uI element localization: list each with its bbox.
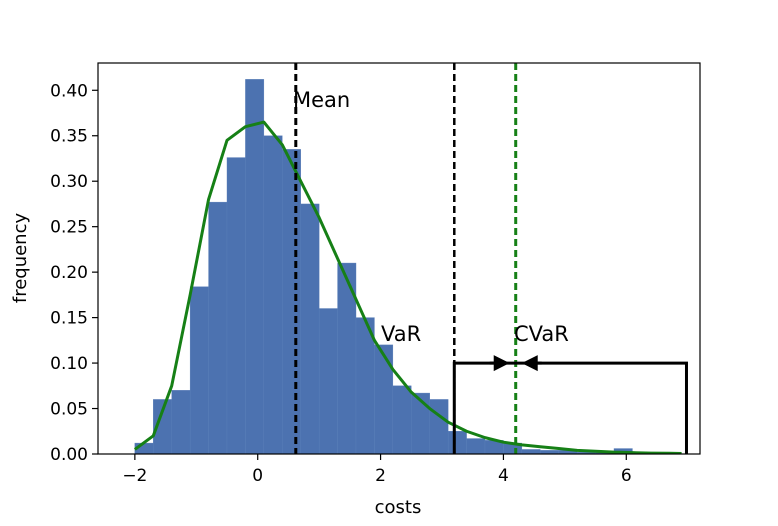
tail-box-layer [452,355,688,454]
density-curve-layer [133,120,682,454]
y-tick-label: 0.40 [50,81,88,101]
y-tick-label: 0.15 [50,309,88,329]
y-tick-label: 0.10 [50,354,88,374]
density-curve-line [133,120,682,454]
y-tick-label: 0.25 [50,218,88,238]
plot-frame [97,62,701,455]
histogram-bar [208,201,228,455]
cvar-label: CVaR [514,322,569,346]
histogram-bar [226,157,246,455]
mean-label: Mean [293,88,350,112]
var-label: VaR [381,322,421,346]
x-tick-label: 6 [621,466,632,486]
labels-layer: costs frequency Mean VaR CVaR [10,88,569,518]
histogram-bar [189,286,209,455]
y-tick-label: 0.20 [50,263,88,283]
histogram-bar [245,79,265,455]
y-tick-label: 0.35 [50,127,88,147]
y-tick-label: 0.05 [50,400,88,420]
histogram-bar [429,399,449,455]
y-tick-label: 0.00 [50,445,88,465]
axes-layer: −2 0 2 4 6 0.00 0.05 0.10 0.15 0.20 0.25 0.30 0.35 0.… [50,62,701,486]
histogram-bar [263,135,283,455]
cvar-arrow-head [521,355,538,372]
histogram-bar [171,390,191,455]
histogram-bar [374,344,394,455]
y-axis-title: frequency [10,213,31,304]
cvar-tail-box [452,361,688,454]
histogram-bar [318,308,338,455]
x-tick-label: 2 [375,466,386,486]
x-axis-title: costs [375,497,422,518]
histogram-bar [392,385,412,455]
y-tick-label: 0.30 [50,172,88,192]
x-tick-label: −2 [122,466,147,486]
histogram-bars [134,79,670,455]
histogram-bar [300,203,320,455]
x-tick-label: 4 [498,466,509,486]
x-tick-label: 0 [252,466,263,486]
histogram-bar [466,438,486,455]
histogram-bar [521,449,541,455]
histogram-bar [447,431,467,455]
var-arrow-head [493,355,510,372]
histogram-bar [355,317,375,455]
histogram-bar [282,149,301,455]
